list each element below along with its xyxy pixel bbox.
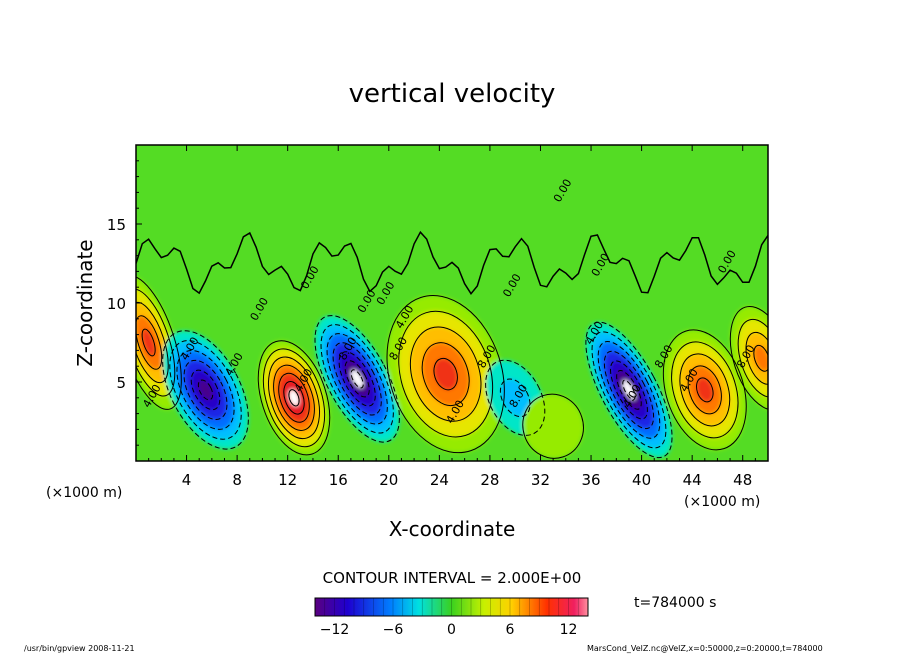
contour-line-5-1 [485, 359, 546, 436]
colorbar-tick-label: −6 [383, 622, 404, 638]
contour-line-7-1 [585, 321, 673, 459]
contour-line-7-5 [610, 360, 648, 420]
contour-line-1-2 [169, 340, 242, 440]
chart-title: vertical velocity [349, 79, 556, 109]
field-level-7-7 [622, 380, 636, 400]
colorbar-tick-label: 12 [560, 622, 578, 638]
colorbar-dividers [314, 598, 589, 616]
time-label: t=784000 s [634, 595, 716, 611]
contour-line-9-3 [745, 331, 768, 385]
y-axis-ticks: 5 10 15 [107, 160, 142, 446]
contour-line-1-5 [190, 369, 221, 411]
x-tick-label: 16 [329, 471, 348, 489]
contour-line-7-3 [597, 341, 661, 439]
field-level-5-2 [500, 379, 530, 417]
contour-line-2-4 [273, 364, 315, 431]
x-unit-left: (×1000 m) [46, 485, 122, 501]
contour-line-3-7 [350, 369, 364, 389]
contour-line-4-2 [398, 310, 494, 438]
y-tick-label: 10 [107, 295, 126, 313]
contour-line-3-4 [332, 342, 382, 416]
contour-line-1-3 [176, 349, 235, 430]
contour-line-9-2 [737, 318, 768, 398]
x-tick-label: 8 [232, 471, 242, 489]
contour-interval-text: CONTOUR INTERVAL = 2.000E+00 [323, 569, 582, 587]
contour-line-7-7 [622, 379, 636, 401]
contour-line-4-1 [386, 295, 505, 454]
zero-contour [136, 230, 768, 295]
y-tick-label: 5 [116, 374, 126, 392]
contour-line-9-4 [753, 344, 768, 372]
field-level-4-5 [433, 358, 458, 390]
field-level-6-1 [522, 394, 584, 459]
contour-line-4-4 [421, 342, 470, 407]
contour-line-5-2 [499, 378, 531, 418]
plot-area: 0.000.000.000.000.000.000.00 0.004.004.00… [135, 144, 769, 462]
field-level-2-7 [288, 389, 300, 406]
y-tick-label: 15 [107, 216, 126, 234]
contour-line-7-4 [603, 350, 655, 430]
field-level-9-4 [753, 345, 768, 372]
contour-line-0-4 [136, 315, 163, 370]
contour-line-1-1 [162, 330, 249, 450]
x-tick-label: 20 [379, 471, 398, 489]
contour-line-8-4 [687, 365, 722, 415]
contour-line-9-1 [729, 305, 768, 411]
field-cells [136, 275, 768, 459]
x-axis-label: X-coordinate [389, 517, 516, 541]
field-level-8-5 [696, 377, 714, 402]
x-tick-label: 40 [632, 471, 651, 489]
contour-line-7-6 [616, 370, 642, 410]
footer-right: MarsCond_VelZ.nc@VelZ,x=0:50000,z=0:2000… [587, 644, 823, 653]
contour-line-3-5 [338, 351, 376, 407]
x-tick-label: 36 [581, 471, 600, 489]
x-tick-label: 12 [278, 471, 297, 489]
x-axis-ticks: 4 8 12 16 20 24 28 32 36 40 44 48 [148, 145, 756, 489]
contour-line-2-2 [262, 348, 326, 448]
contour-line-8-5 [696, 377, 714, 403]
contour-line-4-5 [433, 357, 458, 391]
colorbar-tick-label: 6 [506, 622, 515, 638]
x-tick-label: 24 [430, 471, 449, 489]
field-level-0-5 [142, 329, 156, 356]
contour-line-1-6 [197, 379, 214, 401]
x-tick-label: 4 [182, 471, 192, 489]
colorbar-ticks: −12 −6 0 6 12 [320, 622, 578, 638]
x-tick-label: 32 [531, 471, 550, 489]
contour-line-8-1 [662, 329, 747, 451]
footer-left: /usr/bin/gpview 2008-11-21 [24, 644, 135, 653]
field-level-3-7 [351, 369, 364, 388]
contour-line-3-6 [344, 360, 370, 398]
x-tick-label: 48 [733, 471, 752, 489]
x-tick-label: 44 [683, 471, 702, 489]
x-unit-right: (×1000 m) [684, 494, 760, 510]
colorbar [314, 597, 589, 617]
contour-line-0-3 [136, 301, 169, 384]
contour-lines [136, 230, 768, 459]
contour-line-8-2 [671, 341, 739, 439]
contour-line-8-3 [679, 353, 731, 427]
contour-line-0-5 [141, 328, 156, 357]
contour-line-6-1 [522, 393, 584, 459]
contour-line-4-3 [409, 326, 482, 422]
colorbar-tick-label: 0 [447, 622, 456, 638]
contour-line-3-1 [314, 315, 400, 443]
contour-line-7-2 [591, 331, 667, 449]
contour-line-1-4 [183, 359, 228, 420]
contour-line-2-7 [288, 389, 300, 407]
x-tick-label: 28 [480, 471, 499, 489]
colorbar-tick-label: −12 [320, 622, 350, 638]
contour-line-0-2 [136, 288, 176, 397]
contour-line-2-1 [257, 340, 331, 456]
contour-line-2-5 [278, 372, 310, 423]
contour-line-2-3 [268, 356, 320, 440]
y-axis-label: Z-coordinate [73, 239, 97, 366]
contour-line-2-6 [283, 380, 305, 415]
contour-line-3-3 [326, 333, 388, 425]
